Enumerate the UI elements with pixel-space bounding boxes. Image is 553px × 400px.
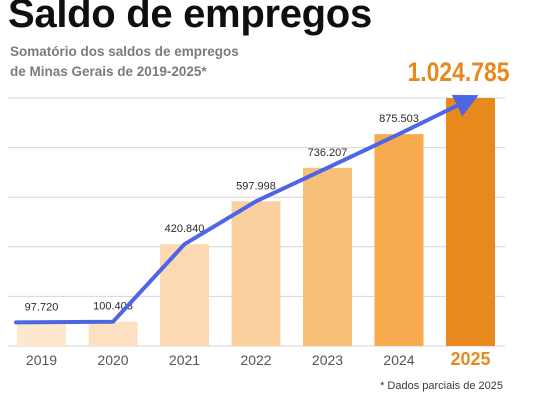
trend-line: [14, 94, 479, 325]
bar-2022: [231, 201, 281, 346]
bar-2025: [446, 98, 495, 346]
year-label-2021: 2021: [169, 352, 200, 368]
bar-2023: [303, 167, 352, 346]
value-label-highlight: 1.024.785: [408, 57, 510, 87]
value-label-2021: 420.840: [165, 223, 205, 235]
bar-2021: [160, 244, 209, 346]
footnote: * Dados parciais de 2025: [380, 380, 503, 392]
value-label-2019: 97.720: [25, 301, 59, 313]
value-label-2024: 875.503: [379, 113, 419, 125]
value-label-2023: 736.207: [308, 147, 348, 159]
bar-2019: [17, 322, 66, 346]
chart-title: Saldo de empregos: [8, 0, 372, 36]
bar-2024: [374, 134, 424, 346]
year-label-2024: 2024: [383, 352, 414, 368]
value-label-2022: 597.998: [236, 180, 276, 192]
bar-2020: [88, 321, 138, 346]
year-label-2019: 2019: [26, 352, 57, 368]
year-label-2023: 2023: [312, 352, 343, 368]
subtitle-line-1: Somatório dos saldos de empregos: [10, 44, 239, 59]
year-label-2020: 2020: [97, 352, 128, 368]
chart-subtitle: Somatório dos saldos de empregos de Mina…: [10, 42, 310, 82]
year-label-2022: 2022: [240, 352, 271, 368]
year-label-2025: 2025: [450, 349, 490, 369]
subtitle-line-2: de Minas Gerais de 2019-2025*: [10, 64, 207, 79]
